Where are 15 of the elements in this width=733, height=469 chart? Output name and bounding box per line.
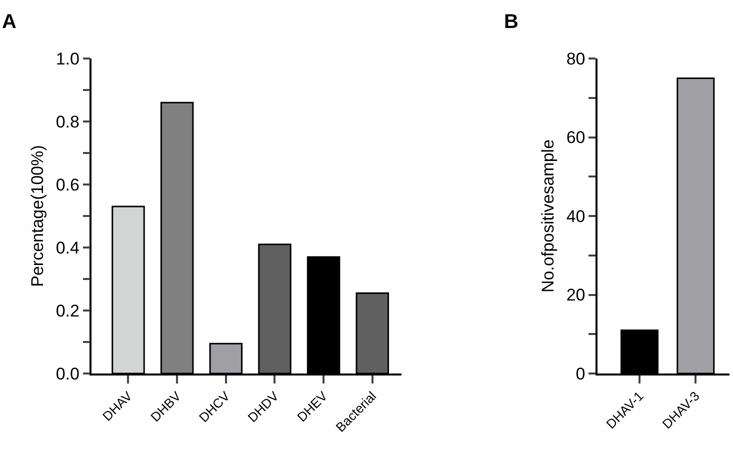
y-tick-label: 0.8 xyxy=(56,112,80,132)
y-tick-label: 0.6 xyxy=(56,175,80,194)
y-axis-title: No.ofpositivesample xyxy=(538,139,558,293)
y-tick-label: 0.4 xyxy=(56,238,80,258)
y-tick-label: 60 xyxy=(566,128,586,148)
y-tick-label: 0.2 xyxy=(56,301,80,320)
chart-title: B xyxy=(504,11,518,33)
y-tick-label: 0 xyxy=(576,364,586,384)
y-tick-label: 1.0 xyxy=(56,49,80,68)
chart-title: A xyxy=(2,11,16,33)
y-tick-label: 20 xyxy=(566,286,586,305)
y-axis-title: Percentage(100%) xyxy=(28,145,47,287)
y-tick-label: 80 xyxy=(566,49,586,68)
y-tick-label: 40 xyxy=(566,206,586,226)
y-tick-label: 0.0 xyxy=(56,364,80,384)
